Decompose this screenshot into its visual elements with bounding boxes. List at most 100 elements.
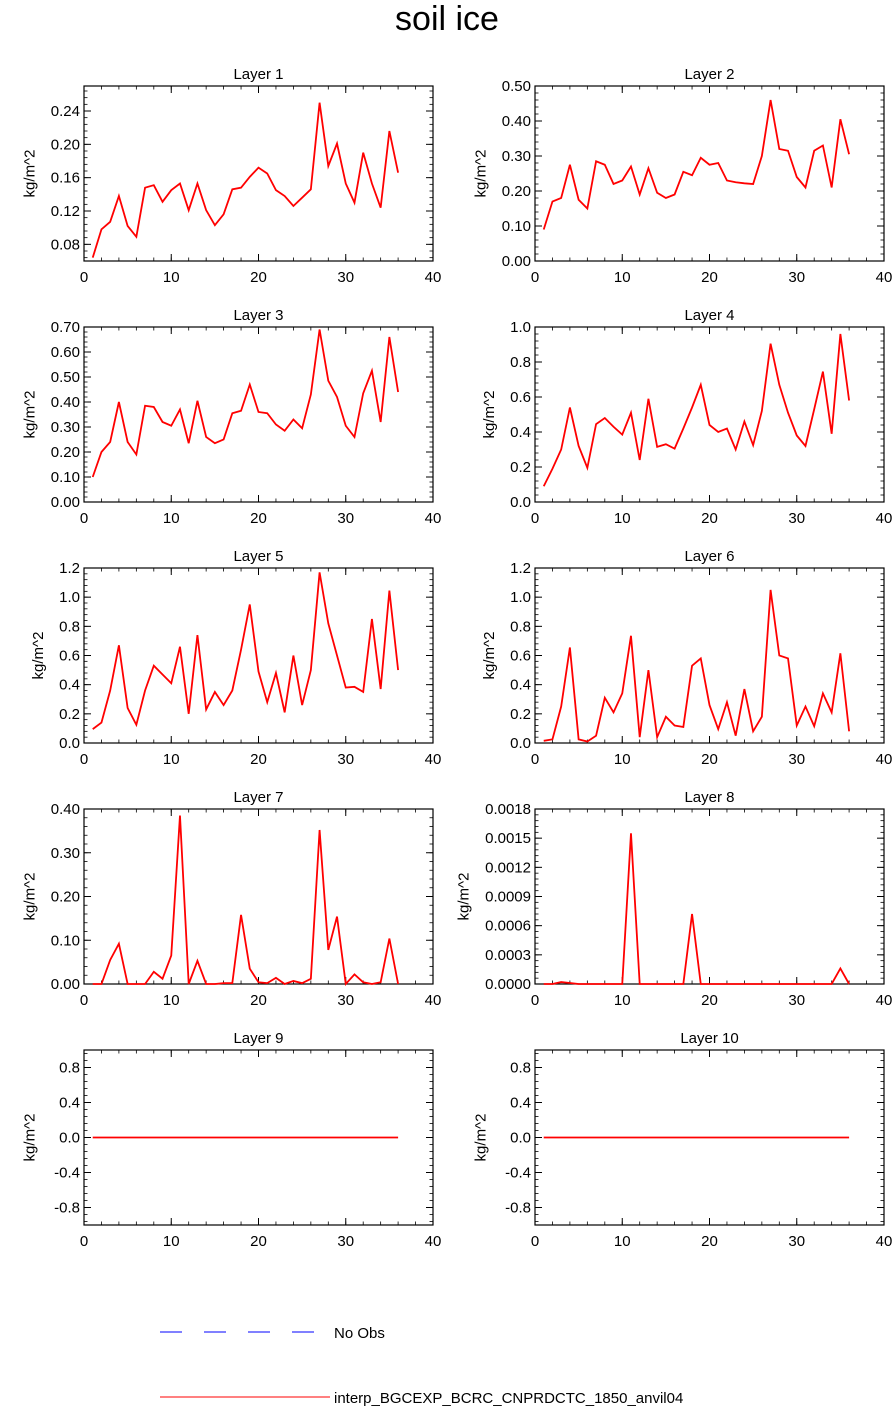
y-tick-label: 0.50	[502, 78, 531, 95]
x-tick-label: 30	[337, 269, 354, 286]
y-tick-label: 0.0006	[485, 918, 531, 935]
x-tick-label: 30	[337, 992, 354, 1009]
y-axis-label: kg/m^2	[481, 391, 498, 439]
x-tick-label: 30	[788, 510, 805, 527]
x-tick-label: 20	[250, 510, 267, 527]
x-tick-label: 0	[80, 751, 88, 768]
y-tick-label: 0.0	[59, 735, 80, 752]
x-tick-label: 10	[163, 1233, 180, 1250]
y-axis-label: kg/m^2	[21, 150, 38, 198]
y-tick-label: 0.0015	[485, 830, 531, 847]
x-tick-label: 40	[425, 269, 442, 286]
chart-panel: Layer 6 0 10 20 30 40 0.0 0.2 0.4 0.6 0.8 1.0 1.2 kg/…	[481, 548, 893, 768]
series-line	[542, 333, 850, 487]
y-tick-label: 1.2	[510, 560, 531, 577]
x-tick-label: 20	[701, 510, 718, 527]
x-tick-label: 30	[337, 510, 354, 527]
chart-panel: Layer 9 0 10 20 30 40 -0.8 -0.4 0.0 0.4 0.8 kg/m^2	[21, 1030, 441, 1250]
y-tick-label: 0.20	[51, 136, 80, 153]
y-tick-label: 0.8	[59, 618, 80, 635]
y-tick-label: 0.0018	[485, 801, 531, 818]
panel-title: Layer 4	[684, 307, 734, 324]
x-tick-label: 10	[163, 751, 180, 768]
y-tick-label: 0.8	[510, 618, 531, 635]
x-tick-label: 40	[425, 1233, 442, 1250]
panel-title: Layer 1	[233, 66, 283, 83]
x-tick-label: 20	[701, 992, 718, 1009]
y-tick-label: 0.4	[59, 1095, 80, 1112]
x-tick-label: 40	[876, 751, 893, 768]
y-tick-label: 0.6	[59, 648, 80, 665]
x-tick-label: 10	[163, 510, 180, 527]
chart-panel: Layer 2 0 10 20 30 40 0.00 0.10 0.20 0.30 0.40 0.50…	[472, 66, 892, 286]
y-tick-label: 0.4	[510, 677, 531, 694]
y-tick-label: 0.8	[510, 354, 531, 371]
y-tick-label: 0.2	[510, 706, 531, 723]
y-tick-label: 0.00	[51, 494, 80, 511]
y-tick-label: 0.0012	[485, 859, 531, 876]
y-tick-label: 0.8	[59, 1060, 80, 1077]
y-tick-label: 0.70	[51, 319, 80, 336]
y-tick-label: 0.40	[502, 113, 531, 130]
x-tick-label: 0	[80, 992, 88, 1009]
x-tick-label: 20	[250, 269, 267, 286]
y-tick-label: -0.8	[54, 1200, 80, 1217]
x-tick-label: 0	[80, 510, 88, 527]
x-tick-label: 0	[531, 1233, 539, 1250]
y-tick-label: 0.2	[510, 459, 531, 476]
y-tick-label: 0.24	[51, 103, 80, 120]
y-tick-label: 0.0	[510, 1130, 531, 1147]
x-tick-label: 40	[425, 992, 442, 1009]
chart-panel: Layer 5 0 10 20 30 40 0.0 0.2 0.4 0.6 0.8 1.0 1.2 kg/…	[30, 548, 442, 768]
panels: Layer 10 10 20 30 400.080.120.160.200.24kg/m…	[21, 66, 892, 1250]
y-tick-label: 0.4	[510, 424, 531, 441]
panel-title: Layer 2	[684, 66, 734, 83]
x-tick-label: 20	[701, 269, 718, 286]
plot-frame	[534, 85, 885, 262]
y-tick-label: 0.0	[510, 735, 531, 752]
plot-frame	[83, 808, 434, 985]
y-tick-label: 0.0003	[485, 947, 531, 964]
series-line	[91, 102, 399, 258]
y-tick-label: 0.10	[51, 469, 80, 486]
panel-title: Layer 3	[233, 307, 283, 324]
series-line	[91, 329, 399, 478]
y-tick-label: 0.00	[502, 253, 531, 270]
y-tick-label: 0.4	[59, 677, 80, 694]
y-tick-label: 0.6	[510, 389, 531, 406]
x-tick-label: 20	[250, 992, 267, 1009]
x-tick-label: 40	[425, 751, 442, 768]
y-axis-label: kg/m^2	[30, 632, 47, 680]
chart-panel: Layer 3 0 10 20 30 40 0.00 0.10 0.20 0.30 0.40 0.50…	[21, 307, 441, 527]
y-tick-label: -0.4	[505, 1165, 531, 1182]
x-tick-label: 40	[876, 992, 893, 1009]
y-axis-label: kg/m^2	[21, 391, 38, 439]
y-tick-label: 0.8	[510, 1060, 531, 1077]
chart-panel: Layer 8 0 10 20 30 40 0.0000 0.0003 0.0006 0.0009…	[456, 789, 893, 1009]
x-tick-label: 30	[788, 992, 805, 1009]
y-tick-label: 0.16	[51, 170, 80, 187]
plot-frame	[83, 567, 434, 744]
y-tick-label: 0.0	[59, 1130, 80, 1147]
x-tick-label: 10	[163, 269, 180, 286]
chart-panel: Layer 1 0 10 20 30 40 0.08 0.12 0.16 0.20 0.24 kg/m…	[21, 66, 441, 286]
x-tick-label: 0	[531, 510, 539, 527]
y-tick-label: -0.4	[54, 1165, 80, 1182]
y-axis-label: kg/m^2	[456, 873, 473, 921]
y-tick-label: 0.60	[51, 344, 80, 361]
chart-panel: Layer 4 0 10 20 30 40 0.0 0.2 0.4 0.6 0.8 1.0 kg/m^2	[481, 307, 893, 527]
y-axis-label: kg/m^2	[21, 1114, 38, 1162]
plot-frame	[534, 567, 885, 744]
legend: No Obs interp_BGCEXP_BCRC_CNPRDCTC_1850_…	[160, 1325, 683, 1407]
y-tick-label: 0.0000	[485, 976, 531, 993]
y-tick-label: 0.20	[51, 889, 80, 906]
x-tick-label: 30	[337, 1233, 354, 1250]
legend-obs-label: No Obs	[334, 1325, 385, 1342]
x-tick-label: 10	[614, 269, 631, 286]
panel-title: Layer 7	[233, 789, 283, 806]
x-tick-label: 10	[614, 1233, 631, 1250]
x-tick-label: 0	[80, 1233, 88, 1250]
x-tick-label: 30	[788, 269, 805, 286]
x-tick-label: 40	[876, 269, 893, 286]
x-tick-label: 0	[531, 269, 539, 286]
